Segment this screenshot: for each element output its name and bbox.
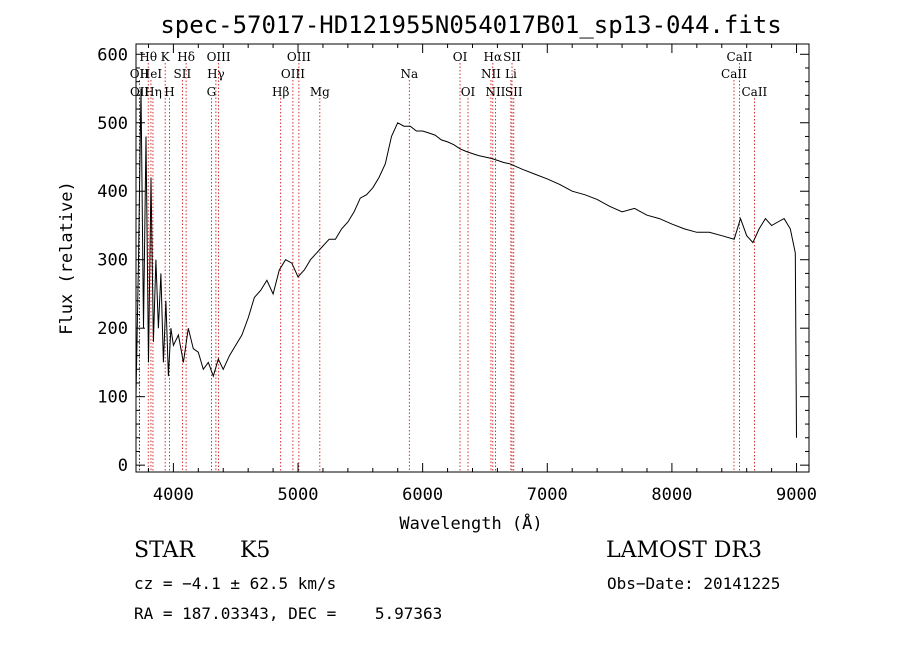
line-marker-label: H [164, 85, 174, 99]
line-marker-label: OI [453, 50, 468, 64]
plot-frame [135, 43, 810, 473]
line-marker-label: Hη [144, 85, 162, 99]
line-marker-label: G [207, 85, 217, 99]
line-marker-label: OII [130, 67, 150, 81]
x-tick-label: 6000 [402, 485, 443, 505]
line-marker-label: OII [130, 85, 150, 99]
y-tick-label: 400 [97, 182, 128, 202]
y-tick-label: 100 [97, 388, 128, 408]
x-tick-label: 9000 [776, 485, 817, 505]
line-marker-label: CaII [741, 85, 767, 99]
line-marker-label: SII [174, 67, 192, 81]
line-marker-label: K [161, 50, 171, 64]
x-axis-label: Wavelength (Å) [399, 512, 542, 534]
x-tick-label: 7000 [527, 485, 568, 505]
line-marker-label: OIII [287, 50, 311, 64]
line-marker-label: Hα [484, 50, 503, 64]
y-tick-label: 500 [97, 114, 128, 134]
line-marker-label: OIII [207, 50, 231, 64]
x-axis-ticks: 4000 5000 6000 7000 8000 9000 [147, 44, 817, 505]
line-marker-label: CaII [727, 50, 753, 64]
coordinates-text: RA = 187.03343, DEC = 5.97363 [134, 604, 443, 623]
x-tick-label: 4000 [153, 485, 194, 505]
y-tick-label: 0 [118, 456, 128, 476]
line-marker-label: HeI [140, 67, 163, 81]
y-tick-label: 300 [97, 251, 128, 271]
spectral-subclass: K5 [240, 538, 271, 563]
line-marker-label: NII [481, 67, 501, 81]
redshift-text: cz = −4.1 ± 62.5 km/s [134, 574, 337, 593]
line-marker-label: OI [461, 85, 476, 99]
line-marker-label: OIII [281, 67, 305, 81]
line-marker-label: Hδ [177, 50, 195, 64]
line-marker-label: Hθ [139, 50, 157, 64]
y-tick-label: 200 [97, 319, 128, 339]
line-marker-label: Na [400, 67, 418, 81]
line-marker-label: Hβ [272, 85, 289, 99]
chart-title: spec-57017-HD121955N054017B01_sp13-044.f… [160, 11, 781, 39]
line-marker-label: SII [505, 85, 523, 99]
y-axis-ticks: 0 100 200 300 400 500 600 [97, 45, 809, 476]
object-type: STAR [134, 538, 195, 563]
spectral-line-markers [138, 63, 755, 472]
x-tick-label: 5000 [278, 485, 319, 505]
obs-date-text: Obs−Date: 20141225 [607, 574, 781, 593]
survey-name: LAMOST DR3 [606, 538, 762, 563]
line-marker-label: Mg [310, 85, 330, 99]
y-axis-label: Flux (relative) [57, 181, 77, 335]
x-tick-label: 8000 [651, 485, 692, 505]
line-marker-label: NII [485, 85, 505, 99]
line-marker-label: Li [505, 67, 517, 81]
line-marker-label: CaII [721, 67, 747, 81]
line-marker-label: SII [503, 50, 521, 64]
line-marker-label: Hγ [207, 67, 225, 81]
spectrum-line [135, 88, 797, 438]
y-tick-label: 600 [97, 45, 128, 65]
